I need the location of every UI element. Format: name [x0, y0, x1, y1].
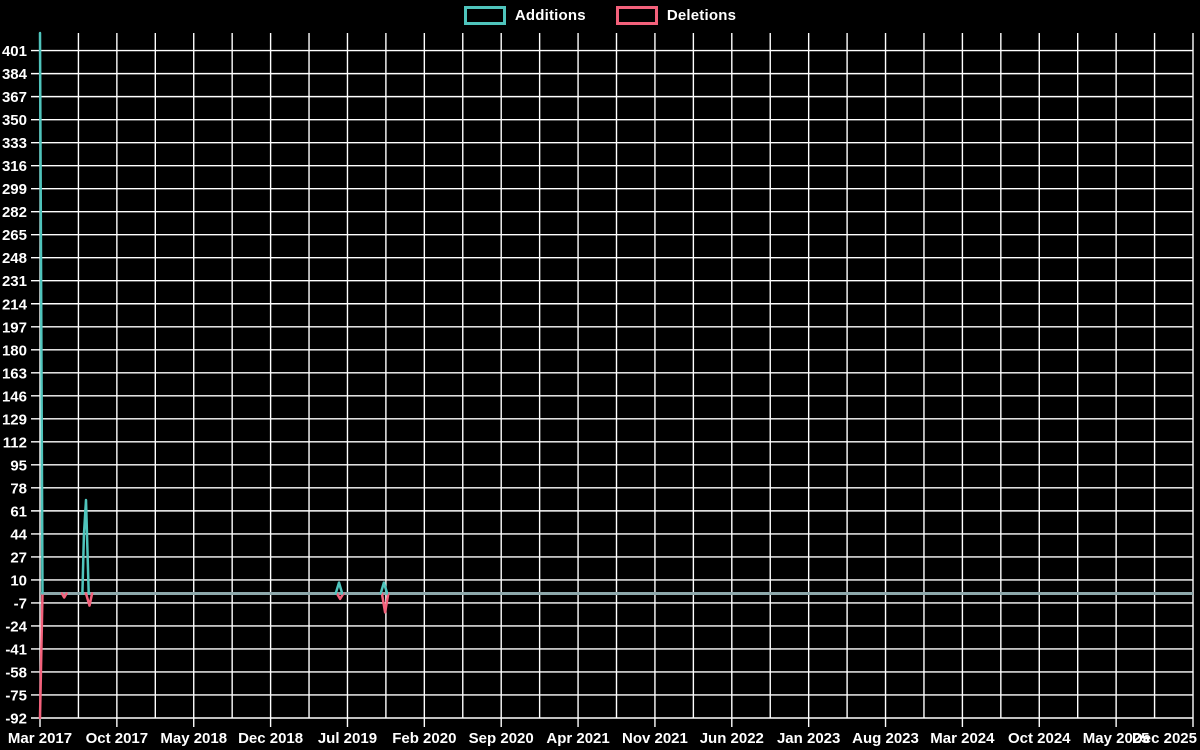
x-tick-label: Mar 2024: [930, 730, 995, 747]
x-tick-label: Feb 2020: [392, 730, 456, 747]
legend-label-additions: Additions: [514, 7, 586, 24]
x-tick-label: Jul 2019: [318, 730, 377, 747]
additions-spike: [38, 31, 44, 595]
y-tick-label: 146: [2, 388, 27, 405]
x-tick-label: Jun 2022: [700, 730, 764, 747]
deletions-spike: [380, 592, 390, 614]
y-tick-label: 231: [2, 273, 27, 290]
y-tick-label: 299: [2, 181, 27, 198]
x-tick-label: Dec 2018: [238, 730, 303, 747]
series-deletions: [38, 592, 390, 720]
x-tick-label: Nov 2021: [622, 730, 688, 747]
x-tick-label: Aug 2023: [852, 730, 919, 747]
deletions-spike: [84, 592, 94, 607]
chart-legend: Additions Deletions: [0, 6, 1200, 25]
y-tick-label: 95: [10, 457, 27, 474]
y-tick-label: 282: [2, 204, 27, 221]
y-tick-label: 129: [2, 411, 27, 428]
x-tick-label: Mar 2017: [8, 730, 72, 747]
additions-spike: [81, 498, 90, 595]
deletions-spike: [38, 592, 44, 720]
x-tick-label: May 2018: [160, 730, 227, 747]
y-tick-label: 248: [2, 250, 27, 267]
legend-item-additions[interactable]: Additions: [463, 6, 586, 25]
additions-spike: [334, 581, 344, 595]
y-tick-label: 316: [2, 158, 27, 175]
y-tick-label: -7: [14, 595, 27, 612]
y-tick-label: 112: [3, 434, 27, 451]
legend-item-deletions[interactable]: Deletions: [615, 6, 737, 25]
y-tick-label: 384: [2, 66, 28, 83]
deletions-spike: [60, 592, 68, 599]
y-tick-label: 333: [2, 135, 27, 152]
y-tick-label: 401: [2, 43, 27, 60]
y-tick-label: 44: [10, 526, 27, 543]
additions-swatch-icon: [463, 6, 506, 25]
y-tick-label: -58: [5, 664, 27, 681]
y-tick-label: 367: [2, 89, 27, 106]
y-tick-label: 163: [2, 365, 27, 382]
x-tick-label: Apr 2021: [546, 730, 609, 747]
y-tick-label: 180: [2, 342, 27, 359]
y-tick-label: -75: [5, 687, 27, 704]
y-tick-label: -24: [5, 618, 27, 635]
x-tick-label: Oct 2017: [86, 730, 149, 747]
x-tick-label: Oct 2024: [1008, 730, 1071, 747]
x-gridlines: Mar 2017 Oct 2017 May 2018 Dec 2018 Jul 2019…: [8, 33, 1197, 747]
legend-label-deletions: Deletions: [666, 7, 737, 24]
x-tick-label: May 2025: [1083, 730, 1150, 747]
x-tick-label: Dec 2025: [1132, 730, 1197, 747]
y-tick-label: 78: [10, 480, 27, 497]
deletions-spike: [335, 592, 345, 601]
y-tick-label: 214: [2, 296, 28, 313]
y-tick-label: -41: [5, 641, 27, 658]
x-tick-label: Jan 2023: [777, 730, 840, 747]
deletions-swatch-icon: [615, 6, 658, 25]
y-tick-label: -92: [5, 711, 27, 728]
y-tick-label: 197: [2, 319, 27, 336]
y-tick-label: 61: [10, 503, 27, 520]
series-additions: [38, 31, 389, 595]
y-tick-label: 265: [2, 227, 27, 244]
y-tick-label: 27: [10, 549, 27, 566]
y-tick-label: 10: [10, 572, 27, 589]
y-gridlines: 401 384 367 350 333 316 299 282 265 248 231 214 197 1…: [2, 43, 1193, 728]
y-tick-label: 350: [2, 112, 27, 129]
x-tick-label: Sep 2020: [469, 730, 534, 747]
additions-spike: [379, 581, 389, 595]
